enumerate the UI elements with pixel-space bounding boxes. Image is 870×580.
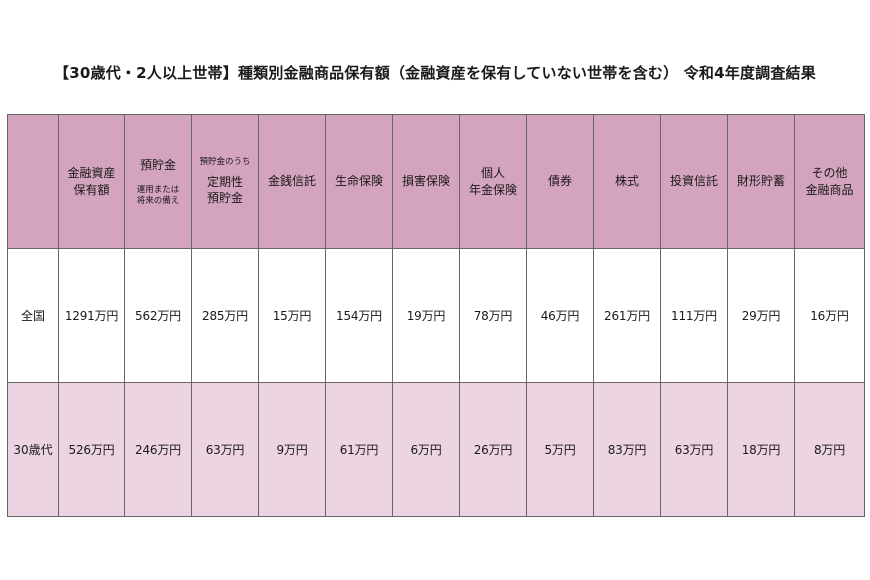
- table-cell: 29万円: [727, 248, 795, 383]
- col-header-bonds: 債券: [526, 114, 594, 249]
- table-cell: 18万円: [727, 382, 795, 517]
- col-header-investment-trust: 投資信託: [660, 114, 728, 249]
- page-title: 【30歳代・2人以上世帯】種類別金融商品保有額（金融資産を保有していない世帯を含…: [54, 64, 816, 82]
- table-cell: 19万円: [392, 248, 460, 383]
- corner-cell: [7, 114, 59, 249]
- table-cell: 63万円: [191, 382, 259, 517]
- table-cell: 83万円: [593, 382, 661, 517]
- table-cell: 26万円: [459, 382, 527, 517]
- col-header-financial-assets: 金融資産 保有額: [58, 114, 125, 249]
- col-header-money-trust: 金銭信託: [258, 114, 326, 249]
- table-cell: 285万円: [191, 248, 259, 383]
- col-header-stocks: 株式: [593, 114, 661, 249]
- table-row: 全国 1291万円 562万円 285万円 15万円 154万円 19万円 78…: [7, 248, 865, 383]
- table-cell: 78万円: [459, 248, 527, 383]
- table-cell: 5万円: [526, 382, 594, 517]
- table-cell: 111万円: [660, 248, 728, 383]
- col-header-savings: 預貯金 運用または 将来の備え: [124, 114, 192, 249]
- table-cell: 9万円: [258, 382, 326, 517]
- table-cell: 46万円: [526, 248, 594, 383]
- table-cell: 8万円: [794, 382, 865, 517]
- row-label: 全国: [7, 248, 59, 383]
- header-row: 金融資産 保有額 預貯金 運用または 将来の備え 預貯金のうち 定期性 預貯金 …: [7, 114, 865, 249]
- col-header-non-life-insurance: 損害保険: [392, 114, 460, 249]
- table-cell: 562万円: [124, 248, 192, 383]
- table-row: 30歳代 526万円 246万円 63万円 9万円 61万円 6万円 26万円 …: [7, 382, 865, 517]
- table-cell: 526万円: [58, 382, 125, 517]
- table-cell: 154万円: [325, 248, 393, 383]
- row-label: 30歳代: [7, 382, 59, 517]
- col-header-other-products: その他 金融商品: [794, 114, 865, 249]
- holdings-table: 金融資産 保有額 預貯金 運用または 将来の備え 預貯金のうち 定期性 預貯金 …: [7, 114, 865, 517]
- col-header-asset-formation-savings: 財形貯蓄: [727, 114, 795, 249]
- table-cell: 6万円: [392, 382, 460, 517]
- table-cell: 63万円: [660, 382, 728, 517]
- table-cell: 16万円: [794, 248, 865, 383]
- col-header-time-deposits: 預貯金のうち 定期性 預貯金: [191, 114, 259, 249]
- table-cell: 15万円: [258, 248, 326, 383]
- table-cell: 261万円: [593, 248, 661, 383]
- table-cell: 61万円: [325, 382, 393, 517]
- col-header-personal-annuity: 個人 年金保険: [459, 114, 527, 249]
- table-cell: 1291万円: [58, 248, 125, 383]
- table-cell: 246万円: [124, 382, 192, 517]
- col-header-life-insurance: 生命保険: [325, 114, 393, 249]
